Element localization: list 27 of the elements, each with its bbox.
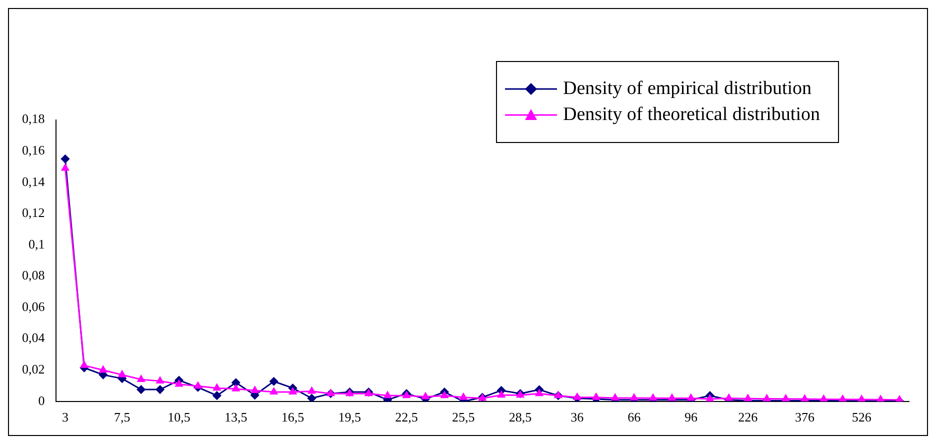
y-tick-label: 0,18 [22, 111, 45, 126]
x-tick-label: 36 [570, 410, 584, 425]
legend-label: Density of theoretical distribution [563, 104, 820, 126]
y-tick-label: 0,04 [22, 330, 46, 346]
x-tick-label: 25,5 [452, 410, 475, 425]
y-tick-label: 0,12 [22, 205, 45, 220]
y-tick-label: 0,1 [28, 236, 45, 252]
x-tick-label: 13,5 [224, 410, 248, 425]
y-tick-label: 0,02 [22, 362, 45, 377]
x-tick-label: 376 [794, 410, 815, 425]
x-tick-label: 16,5 [281, 410, 304, 425]
y-tick-label: 0 [38, 392, 45, 408]
y-tick-label: 0,08 [22, 268, 45, 283]
x-tick-label: 28,5 [508, 410, 532, 425]
x-tick-label: 66 [628, 410, 642, 425]
y-tick-label: 0,16 [22, 142, 46, 158]
y-tick-label: 0,06 [22, 298, 46, 314]
x-tick-label: 226 [738, 410, 758, 425]
x-tick-label: 526 [852, 410, 872, 425]
x-tick-label: 19,5 [338, 410, 362, 425]
x-tick-label: 96 [684, 410, 698, 425]
x-tick-label: 3 [62, 410, 68, 425]
x-tick-label: 7,5 [114, 410, 130, 425]
x-tick-label: 10,5 [168, 410, 190, 425]
y-tick-label: 0,14 [22, 174, 46, 189]
x-tick-label: 22,5 [395, 410, 418, 425]
legend-label: Density of empirical distribution [563, 78, 812, 100]
